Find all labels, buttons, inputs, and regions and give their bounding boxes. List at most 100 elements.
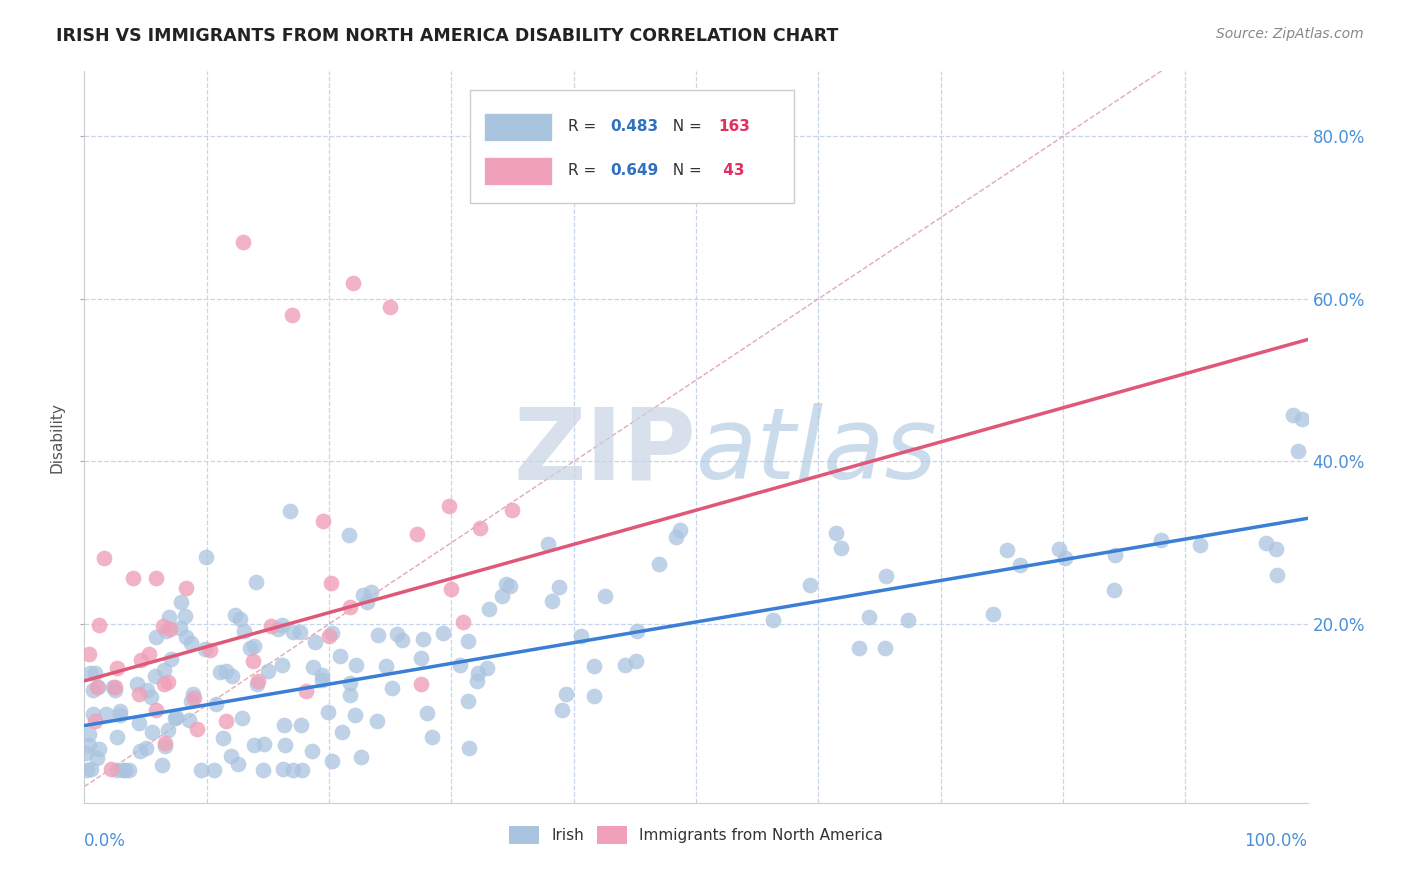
Point bbox=[245, 574, 267, 589]
FancyBboxPatch shape bbox=[484, 157, 551, 185]
FancyBboxPatch shape bbox=[470, 90, 794, 203]
Point bbox=[75, 746, 97, 760]
Point bbox=[104, 683, 127, 698]
Point bbox=[139, 690, 162, 705]
Point bbox=[108, 704, 131, 718]
Point bbox=[499, 579, 522, 593]
Point bbox=[468, 521, 491, 535]
Point bbox=[257, 665, 280, 679]
Point bbox=[128, 715, 150, 730]
Point bbox=[150, 757, 173, 772]
Point bbox=[239, 640, 262, 655]
Point bbox=[1104, 549, 1126, 563]
Text: ZIP: ZIP bbox=[513, 403, 696, 500]
Point bbox=[316, 705, 339, 719]
Point bbox=[595, 589, 617, 603]
Point bbox=[152, 619, 174, 633]
Text: R =: R = bbox=[568, 119, 600, 134]
Text: Source: ZipAtlas.com: Source: ZipAtlas.com bbox=[1216, 27, 1364, 41]
Point bbox=[79, 738, 101, 752]
Text: 0.649: 0.649 bbox=[610, 162, 658, 178]
Point bbox=[457, 693, 479, 707]
Point bbox=[89, 741, 111, 756]
Point bbox=[169, 621, 191, 635]
Point bbox=[319, 575, 342, 590]
Point bbox=[100, 762, 122, 776]
Point bbox=[215, 664, 238, 678]
Point bbox=[198, 643, 221, 657]
Point bbox=[129, 744, 152, 758]
Point bbox=[875, 568, 897, 582]
Point bbox=[165, 711, 187, 725]
Point bbox=[391, 633, 413, 648]
Point bbox=[231, 711, 253, 725]
Point bbox=[271, 618, 294, 632]
Point bbox=[159, 622, 181, 636]
Point bbox=[76, 764, 98, 778]
Point bbox=[108, 707, 131, 722]
Point bbox=[153, 663, 176, 677]
Point bbox=[260, 619, 283, 633]
Text: R =: R = bbox=[568, 162, 600, 178]
Point bbox=[467, 666, 489, 681]
Point bbox=[1256, 536, 1278, 550]
FancyBboxPatch shape bbox=[484, 113, 551, 141]
Text: 0.483: 0.483 bbox=[610, 119, 658, 134]
Point bbox=[374, 658, 396, 673]
Point bbox=[103, 680, 125, 694]
Point bbox=[380, 300, 402, 314]
Point bbox=[367, 628, 389, 642]
Point bbox=[295, 684, 318, 698]
Legend: Irish, Immigrants from North America: Irish, Immigrants from North America bbox=[503, 820, 889, 850]
Point bbox=[583, 658, 606, 673]
Point bbox=[478, 602, 501, 616]
Point bbox=[226, 756, 249, 771]
Point bbox=[211, 731, 233, 745]
Point bbox=[432, 626, 454, 640]
Point bbox=[136, 683, 159, 698]
Point bbox=[157, 675, 180, 690]
Point bbox=[112, 764, 135, 778]
Point bbox=[381, 681, 404, 696]
Point bbox=[229, 612, 252, 626]
Point bbox=[215, 714, 238, 728]
Point bbox=[339, 599, 361, 614]
Point bbox=[105, 731, 128, 745]
Point bbox=[86, 751, 108, 765]
Point bbox=[87, 617, 110, 632]
Point bbox=[174, 581, 197, 595]
Point bbox=[311, 668, 333, 682]
Point bbox=[160, 651, 183, 665]
Point bbox=[194, 550, 217, 565]
Point bbox=[205, 698, 228, 712]
Point bbox=[79, 647, 101, 661]
Text: atlas: atlas bbox=[696, 403, 938, 500]
Point bbox=[551, 703, 574, 717]
Point bbox=[356, 595, 378, 609]
Point bbox=[449, 657, 471, 672]
Point bbox=[221, 668, 243, 682]
Point bbox=[1102, 582, 1125, 597]
Point bbox=[1282, 408, 1305, 422]
Point bbox=[330, 725, 353, 739]
Point bbox=[1047, 541, 1070, 556]
Point bbox=[668, 523, 690, 537]
Point bbox=[281, 308, 304, 322]
Point bbox=[96, 706, 118, 721]
Point bbox=[121, 571, 143, 585]
Y-axis label: Disability: Disability bbox=[49, 401, 65, 473]
Point bbox=[80, 762, 103, 776]
Text: IRISH VS IMMIGRANTS FROM NORTH AMERICA DISABILITY CORRELATION CHART: IRISH VS IMMIGRANTS FROM NORTH AMERICA D… bbox=[56, 27, 838, 45]
Point bbox=[165, 710, 187, 724]
Point bbox=[312, 514, 335, 528]
Point bbox=[145, 703, 167, 717]
Point bbox=[304, 635, 326, 649]
Point bbox=[1265, 568, 1288, 582]
Point bbox=[467, 673, 489, 688]
Point bbox=[267, 622, 290, 636]
Point bbox=[82, 706, 104, 721]
Point bbox=[457, 634, 479, 648]
Point bbox=[339, 688, 361, 702]
Point bbox=[253, 737, 276, 751]
Point bbox=[648, 557, 671, 571]
